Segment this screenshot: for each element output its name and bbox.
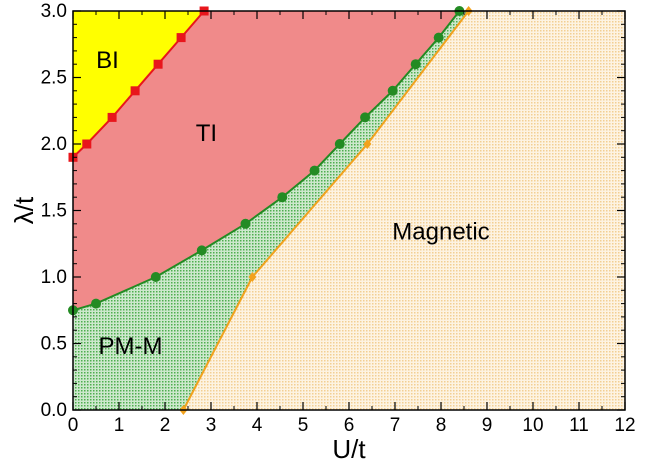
- region-label: Magnetic: [392, 218, 489, 245]
- green-circle-marker: [309, 165, 320, 176]
- x-tick-label: 8: [436, 415, 447, 436]
- ti-region: [73, 11, 460, 311]
- x-tick-label: 12: [614, 415, 635, 436]
- x-tick-label: 10: [522, 415, 543, 436]
- green-circle-marker: [433, 32, 444, 43]
- region-label: TI: [196, 120, 217, 147]
- y-tick-label: 1.0: [41, 267, 67, 288]
- x-axis-title: U/t: [332, 434, 366, 464]
- phase-regions: [73, 11, 625, 410]
- green-circle-marker: [387, 85, 398, 96]
- orange-boundary-line: [182, 10, 470, 411]
- green-circle-marker: [91, 298, 101, 309]
- x-tick-label: 9: [482, 415, 493, 436]
- y-tick-label: 2.0: [41, 134, 67, 155]
- green-circle-marker: [277, 192, 288, 203]
- y-tick-label: 3.0: [41, 1, 67, 22]
- x-tick-label: 0: [68, 415, 79, 436]
- green-circle-marker: [334, 139, 345, 149]
- green-circle-marker: [360, 112, 371, 123]
- red-square-marker: [82, 139, 92, 149]
- x-tick-label: 4: [252, 415, 263, 436]
- region-labels: BI TI Magnetic PM-M: [96, 47, 490, 360]
- orange-diamond-marker: [363, 139, 372, 149]
- y-tick-label: 0.0: [41, 400, 67, 421]
- green-circle-marker: [196, 245, 207, 256]
- x-tick-label: 3: [206, 415, 217, 436]
- y-tick-label: 2.5: [41, 68, 67, 89]
- red-square-marker: [176, 33, 186, 43]
- region-label: BI: [96, 47, 119, 74]
- red-square-marker: [153, 59, 163, 69]
- x-tick-label: 2: [160, 415, 171, 436]
- region-label: PM-M: [99, 333, 163, 360]
- axis-ticks: 0 1 2 3 4 5 6 7 8 9 10 11 120.00.51.01.52.02.53.0: [41, 1, 636, 436]
- green-circle-marker: [150, 272, 161, 282]
- x-tick-label: 6: [344, 415, 355, 436]
- orange-diamond-marker: [248, 272, 257, 282]
- red-square-marker: [130, 86, 140, 96]
- x-tick-label: 7: [390, 415, 401, 436]
- x-tick-label: 1: [114, 415, 125, 436]
- y-tick-label: 1.5: [41, 201, 67, 222]
- green-circle-marker: [410, 59, 421, 70]
- y-axis-title: λ/t: [9, 196, 39, 224]
- y-tick-label: 0.5: [41, 334, 67, 355]
- x-tick-label: 11: [569, 415, 589, 436]
- green-circle-marker: [240, 218, 251, 229]
- red-square-marker: [107, 112, 117, 122]
- pm-m-region: [73, 11, 469, 410]
- x-tick-label: 5: [298, 415, 309, 436]
